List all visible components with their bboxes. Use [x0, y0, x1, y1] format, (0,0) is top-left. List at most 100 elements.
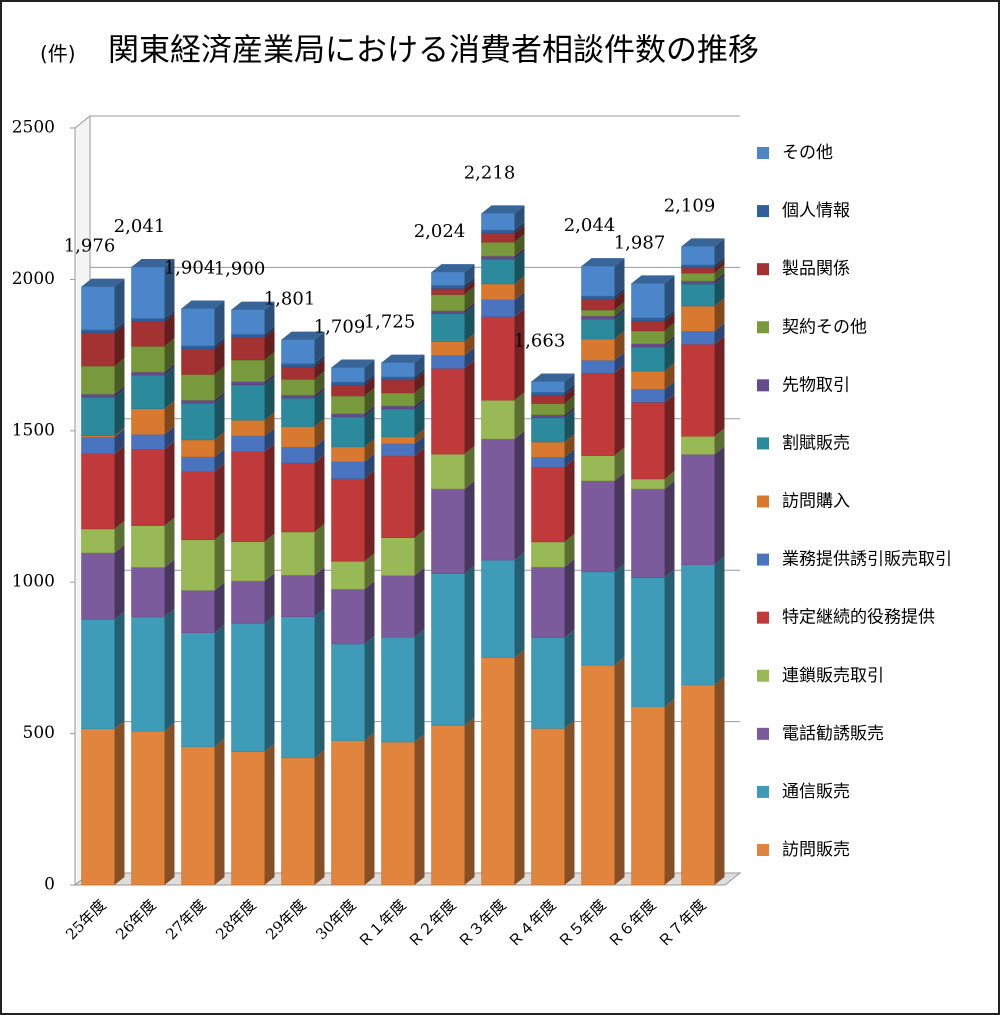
bar-side: [714, 446, 725, 565]
bar-side: [414, 397, 425, 409]
bar-side: [614, 563, 625, 666]
bar-side: [414, 734, 425, 885]
bar-side: [514, 251, 525, 284]
bar-side: [614, 352, 625, 374]
bar-side: [514, 649, 525, 885]
bar-side: [214, 582, 225, 633]
bar-side: [664, 470, 675, 489]
bar-side: [214, 738, 225, 885]
bar-segment: [481, 229, 515, 234]
bar-segment: [631, 389, 665, 403]
bar-side: [614, 288, 625, 300]
bar-side: [714, 676, 725, 885]
bar-segment: [581, 298, 615, 311]
bar-side: [664, 569, 675, 707]
bar-side: [464, 302, 475, 314]
bar-segment: [131, 434, 165, 450]
bar-segment: [681, 330, 715, 345]
bar-top: [481, 205, 525, 214]
bar-side: [114, 520, 125, 553]
bar-top: [431, 264, 475, 273]
bar-segment: [81, 728, 115, 886]
bar-segment: [431, 271, 465, 286]
bar-side: [314, 567, 325, 617]
bar-segment: [81, 552, 115, 620]
bar-segment: [531, 728, 565, 886]
legend-label: 通信販売: [782, 782, 850, 802]
bar-segment: [231, 541, 265, 582]
bar-side: [414, 400, 425, 437]
bar-side: [114, 720, 125, 885]
bar-side: [114, 611, 125, 729]
bar-side: [264, 376, 275, 421]
bar-segment: [681, 267, 715, 274]
bar-segment: [431, 341, 465, 356]
bar-segment: [81, 332, 115, 367]
legend-label: 先物取引: [782, 375, 850, 395]
bar-segment: [581, 373, 615, 456]
bar-segment: [81, 528, 115, 554]
bar-segment: [631, 478, 665, 490]
bar-side: [364, 438, 375, 462]
bar-side: [164, 441, 175, 526]
bar-side: [164, 364, 175, 376]
legend-swatch: [757, 147, 769, 159]
bar-side: [264, 373, 275, 385]
bar-segment: [681, 454, 715, 565]
bar-segment: [181, 348, 215, 375]
unit-label: (件): [40, 42, 76, 66]
bar-side: [164, 313, 175, 347]
bar-side: [464, 446, 475, 489]
bar-segment: [631, 320, 665, 332]
bar-segment: [631, 283, 665, 319]
bar-segment: [81, 393, 115, 398]
bar-segment: [631, 343, 665, 348]
bar-side: [664, 275, 675, 318]
bar-side: [114, 389, 125, 436]
bar-side: [314, 454, 325, 532]
bar-segment: [181, 308, 215, 346]
bar-segment: [231, 580, 265, 624]
bar-segment: [281, 531, 315, 576]
bar-side: [464, 480, 475, 574]
bar-side: [414, 629, 425, 743]
bar-side: [414, 354, 425, 377]
bar-side: [264, 326, 275, 338]
bar-side: [564, 395, 575, 415]
legend-swatch: [757, 263, 769, 276]
bar-side: [414, 447, 425, 538]
bar-top: [131, 258, 175, 267]
bar-segment: [231, 309, 265, 335]
bar-side: [214, 531, 225, 591]
bar-top: [681, 238, 725, 247]
bar-side: [164, 426, 175, 450]
bar-side: [414, 435, 425, 456]
bar-segment: [631, 346, 665, 372]
bar-side: [114, 324, 125, 367]
bar-side: [464, 264, 475, 286]
bar-side: [264, 427, 275, 452]
bar-side: [614, 657, 625, 885]
bar-segment: [431, 285, 465, 289]
bar-side: [364, 453, 375, 479]
bar-segment: [531, 417, 565, 443]
bar-side: [464, 717, 475, 885]
bar-segment: [481, 241, 515, 257]
bar-segment: [81, 453, 115, 530]
bar-segment: [131, 408, 165, 435]
bar-side: [214, 392, 225, 404]
bar-side: [214, 431, 225, 457]
bar-side: [364, 635, 375, 741]
bar-segment: [531, 456, 565, 468]
bar-segment: [131, 525, 165, 568]
bar-side: [264, 743, 275, 885]
bar-side: [414, 567, 425, 638]
bar-side: [614, 365, 625, 456]
legend-swatch: [757, 844, 769, 856]
bar-side: [164, 310, 175, 322]
bar-side: [364, 732, 375, 885]
legend-swatch: [757, 785, 769, 798]
legend-label: 特定継続的役務提供: [782, 608, 935, 628]
bar-side: [464, 277, 475, 289]
legend-label: 個人情報: [782, 201, 850, 221]
